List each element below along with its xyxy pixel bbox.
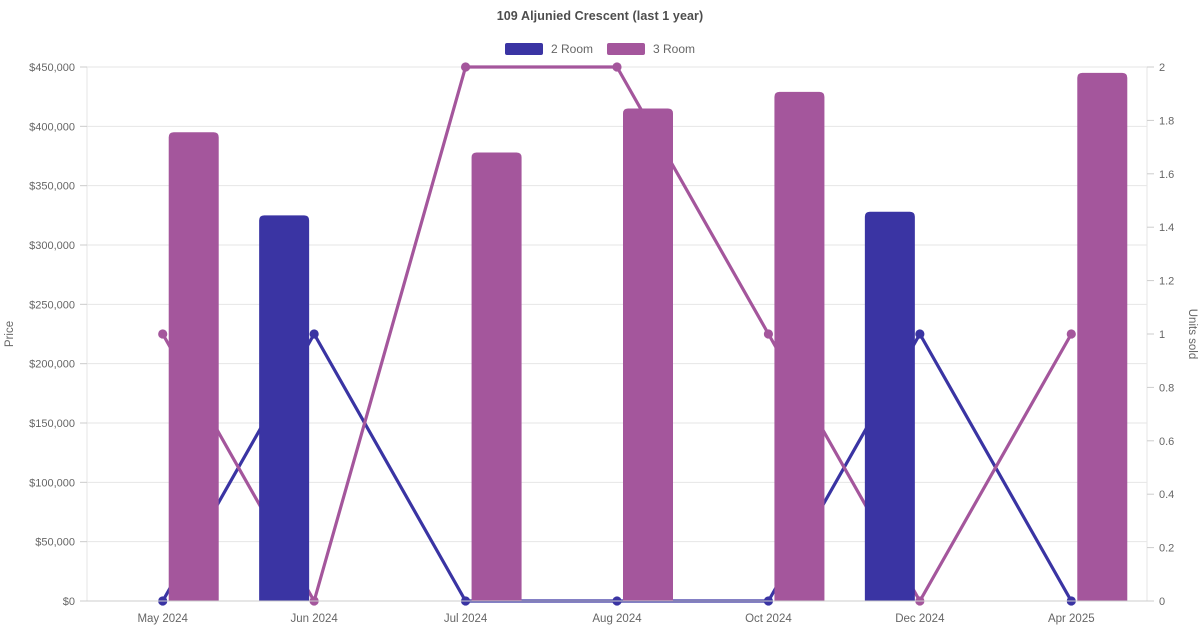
y-left-tick-label: $400,000 (29, 121, 75, 133)
x-tick-label: Oct 2024 (745, 613, 792, 625)
x-tick-label: Dec 2024 (895, 613, 945, 625)
legend-item-3-room[interactable]: 3 Room (607, 42, 695, 56)
bar-3-room-may-2024[interactable] (168, 132, 219, 601)
y-left-tick-label: $300,000 (29, 240, 75, 252)
y-left-tick-label: $200,000 (29, 359, 75, 371)
point-2-room-dec-2024[interactable] (915, 329, 925, 339)
legend-swatch-3-room (607, 43, 645, 55)
y-left-tick-label: $50,000 (35, 537, 75, 549)
y-right-tick-label: 1.6 (1159, 169, 1174, 181)
y-right-tick-label: 0.8 (1159, 382, 1174, 394)
bar-2-room-dec-2024[interactable] (864, 211, 915, 602)
bar-3-room-jul-2024[interactable] (471, 152, 522, 601)
bar-3-room-apr-2025[interactable] (1077, 72, 1128, 601)
x-tick-label: Jun 2024 (290, 613, 338, 625)
y-right-tick-label: 1.2 (1159, 276, 1174, 288)
y-right-tick-label: 0.2 (1159, 543, 1174, 555)
y-left-tick-label: $450,000 (29, 62, 75, 74)
y-left-tick-label: $100,000 (29, 477, 75, 489)
y-left-tick-label: $150,000 (29, 418, 75, 430)
legend-item-2-room[interactable]: 2 Room (504, 42, 593, 56)
y-left-tick-label: $250,000 (29, 299, 75, 311)
point-2-room-jun-2024[interactable] (309, 329, 319, 339)
legend-label-3-room: 3 Room (653, 42, 696, 56)
y-right-tick-label: 0 (1159, 596, 1165, 608)
point-3-room-aug-2024[interactable] (612, 62, 622, 72)
y-left-tick-label: $350,000 (29, 181, 75, 193)
chart-title: 109 Aljunied Crescent (last 1 year) (496, 9, 704, 23)
y-right-tick-label: 0.4 (1159, 489, 1174, 501)
y-right-axis-title: Units sold (1186, 309, 1198, 360)
legend-label-2-room: 2 Room (550, 42, 593, 56)
y-right-tick-label: 1 (1159, 329, 1165, 341)
x-tick-label: Apr 2025 (1048, 613, 1095, 625)
y-left-axis-title: Price (4, 321, 16, 347)
point-3-room-jul-2024[interactable] (460, 62, 471, 72)
point-3-room-oct-2024[interactable] (763, 329, 774, 339)
point-3-room-apr-2025[interactable] (1066, 329, 1076, 339)
x-tick-label: Jul 2024 (444, 613, 488, 625)
y-right-tick-label: 1.4 (1159, 222, 1174, 234)
legend: 2 Room 3 Room (0, 42, 1200, 56)
x-tick-label: May 2024 (137, 613, 188, 625)
y-right-tick-label: 1.8 (1159, 115, 1174, 127)
bar-3-room-oct-2024[interactable] (774, 91, 825, 602)
point-3-room-may-2024[interactable] (158, 329, 168, 339)
bar-3-room-aug-2024[interactable] (623, 108, 673, 602)
y-right-tick-label: 0.6 (1159, 436, 1174, 448)
y-left-tick-label: $0 (63, 596, 75, 608)
x-tick-label: Aug 2024 (592, 613, 642, 625)
bar-2-room-jun-2024[interactable] (259, 215, 310, 602)
legend-swatch-2-room (504, 43, 543, 55)
y-right-tick-label: 2 (1159, 62, 1165, 74)
